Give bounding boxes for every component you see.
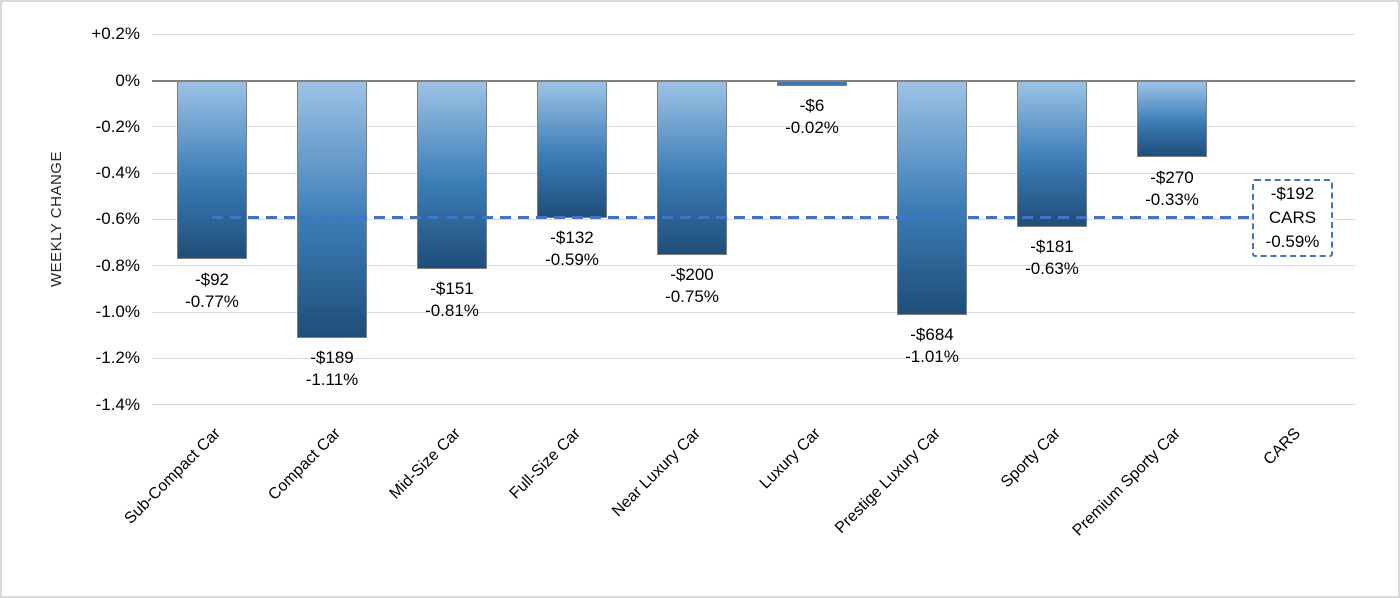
- gridline: [152, 126, 1355, 128]
- bar-data-label: -$151 -0.81%: [392, 278, 512, 322]
- bar-dollar-value: -$270: [1150, 167, 1194, 187]
- gridline: [152, 357, 1355, 359]
- bar-dollar-value: -$151: [430, 279, 474, 298]
- bar: [537, 81, 607, 218]
- bar-pct-value: -0.59%: [545, 250, 599, 270]
- gridline: [152, 311, 1355, 313]
- bar-dollar-value: -$181: [1030, 237, 1074, 257]
- y-tick-label: -0.6%: [95, 209, 140, 229]
- bar-data-label: -$92 -0.77%: [152, 269, 272, 313]
- gridline: [152, 218, 1355, 220]
- bar-data-label: -$200 -0.75%: [632, 264, 752, 308]
- bar: [777, 81, 847, 86]
- cars-dollar-value: -$192: [1270, 184, 1315, 203]
- bar-data-label: -$181 -0.63%: [992, 236, 1112, 280]
- cars-summary-box: -$192 CARS -0.59%: [1252, 179, 1333, 257]
- y-tick-label: -0.8%: [95, 255, 140, 275]
- bar-data-label: -$6 -0.02%: [752, 95, 872, 139]
- bar-data-label: -$684 -1.01%: [872, 324, 992, 368]
- gridline: [152, 404, 1355, 406]
- bar-data-label: -$270 -0.33%: [1112, 167, 1232, 211]
- bar: [1137, 81, 1207, 158]
- y-tick-label: -0.4%: [95, 163, 140, 183]
- bar-data-label: -$132 -0.59%: [512, 227, 632, 271]
- bar: [417, 81, 487, 269]
- bar: [897, 81, 967, 315]
- bar: [1017, 81, 1087, 227]
- bar-dollar-value: -$200: [670, 265, 714, 285]
- bar-dollar-value: -$684: [910, 325, 954, 345]
- bar-pct-value: -0.75%: [665, 287, 719, 307]
- bar-dollar-value: -$6: [799, 96, 825, 116]
- bar-data-label: -$189 -1.11%: [272, 347, 392, 391]
- bar-pct-value: -1.11%: [305, 370, 359, 390]
- bar-pct-value: -0.77%: [185, 291, 239, 311]
- zero-axis-line: [152, 79, 1355, 82]
- bar-pct-value: -0.63%: [1025, 259, 1079, 279]
- bar-dollar-value: -$189: [310, 348, 354, 368]
- bar-dollar-value: -$132: [550, 228, 594, 248]
- bar: [297, 81, 367, 338]
- bar: [177, 81, 247, 260]
- gridline: [152, 265, 1355, 267]
- y-tick-label: -0.2%: [95, 116, 140, 136]
- bar-pct-value: -0.02%: [785, 118, 839, 138]
- bar: [657, 81, 727, 255]
- gridline: [152, 33, 1355, 35]
- average-reference-line: [212, 215, 1252, 219]
- bar-pct-value: -1.01%: [905, 347, 959, 367]
- cars-name-label: CARS: [1268, 208, 1317, 227]
- bar-pct-value: -0.81%: [425, 301, 479, 320]
- y-tick-label: 0%: [115, 70, 140, 90]
- bar-dollar-value: -$92: [194, 269, 230, 289]
- y-tick-label: -1.2%: [95, 348, 140, 368]
- gridline: [152, 172, 1355, 174]
- x-category-label: CARS: [1260, 425, 1305, 469]
- bar-pct-value: -0.33%: [1145, 189, 1199, 209]
- y-tick-label: -1.4%: [95, 394, 140, 414]
- y-tick-label: +0.2%: [91, 24, 140, 44]
- y-tick-label: -1.0%: [95, 302, 140, 321]
- cars-pct-value: -0.59%: [1265, 232, 1320, 251]
